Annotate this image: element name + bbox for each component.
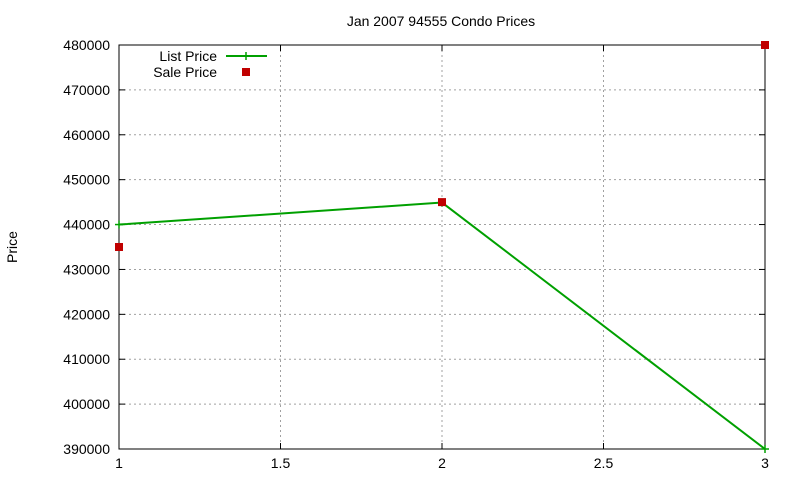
y-tick-label: 400000 [63, 396, 110, 412]
list-price-point [115, 220, 123, 229]
y-axis-label: Price [4, 231, 20, 263]
y-tick-label: 420000 [63, 306, 110, 322]
x-tick-label: 2.5 [594, 455, 614, 471]
y-tick-label: 430000 [63, 261, 110, 277]
legend-label-sale-price: Sale Price [153, 64, 217, 80]
axis-ticks: 1 1.5 2 2.5 3 390000 400000 410000 420000 430000 4… [63, 37, 769, 471]
y-tick-label: 440000 [63, 217, 110, 233]
legend-label-list-price: List Price [159, 48, 217, 64]
sale-price-point [438, 198, 446, 207]
x-tick-label: 1 [115, 455, 123, 471]
x-tick-label: 2 [438, 455, 446, 471]
grid-lines [119, 45, 765, 449]
sale-price-point [761, 41, 769, 49]
chart-title: Jan 2007 94555 Condo Prices [347, 13, 535, 29]
y-tick-label: 390000 [63, 441, 110, 457]
y-tick-label: 460000 [63, 127, 110, 143]
legend-marker-sale-price [242, 68, 250, 76]
sale-price-point [115, 243, 123, 251]
x-tick-label: 3 [761, 455, 769, 471]
y-tick-label: 410000 [63, 351, 110, 367]
series-layer [115, 41, 769, 453]
x-tick-label: 1.5 [271, 455, 291, 471]
y-tick-label: 450000 [63, 172, 110, 188]
list-price-point [761, 445, 769, 453]
y-tick-label: 480000 [63, 37, 110, 53]
y-tick-label: 470000 [63, 82, 110, 98]
